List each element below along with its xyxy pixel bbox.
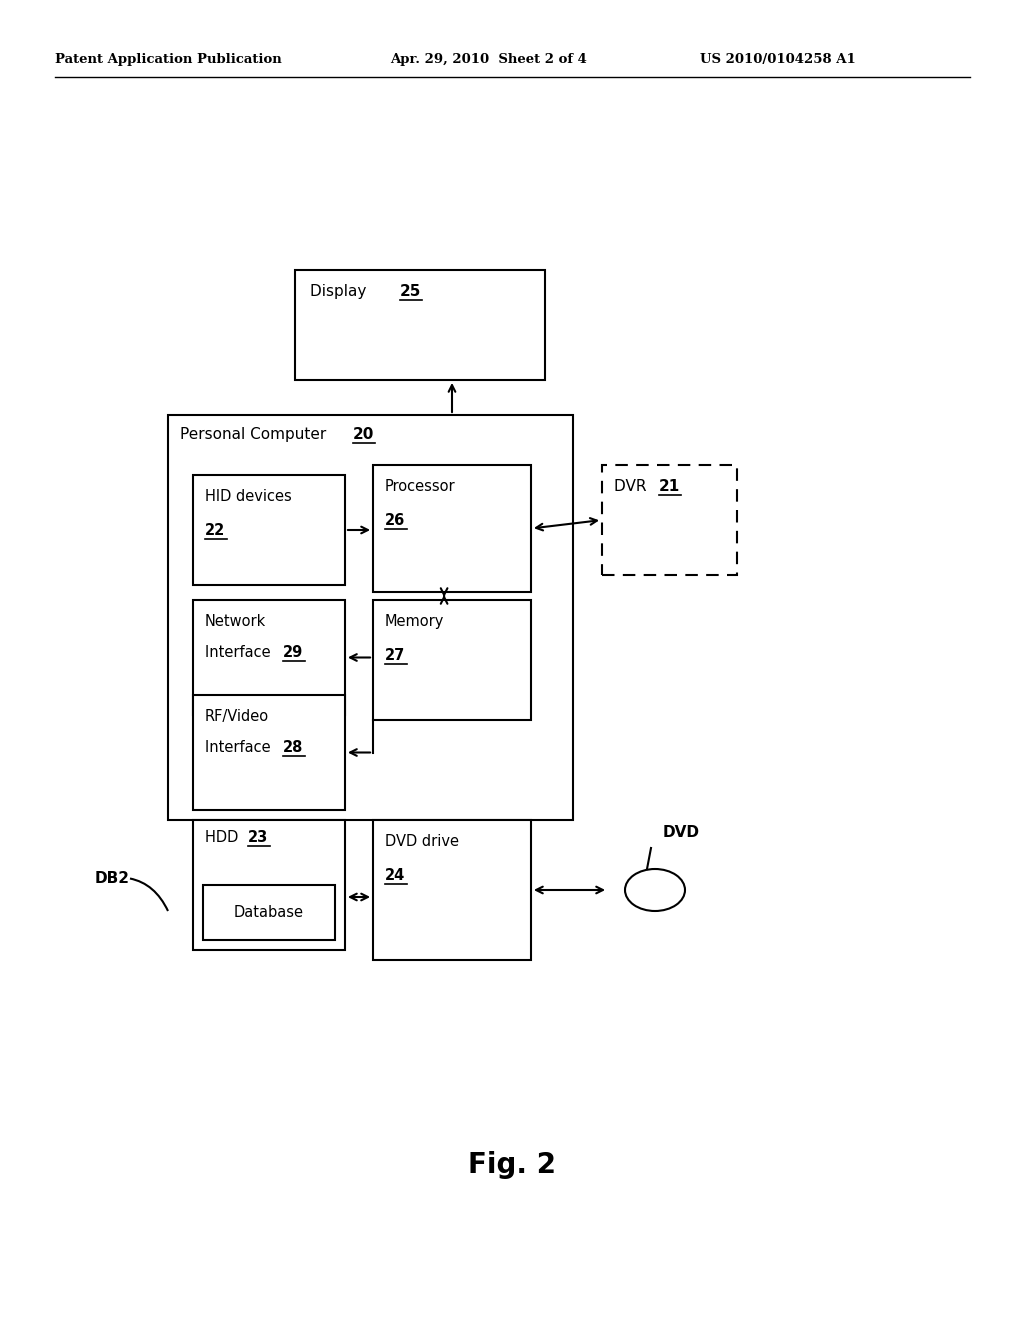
Bar [193,820,345,950]
Text: 20: 20 [353,426,375,442]
Text: HDD: HDD [205,830,248,845]
Text: DVD drive: DVD drive [385,834,459,849]
Bar [373,601,531,719]
Text: 24: 24 [385,869,406,883]
Text: 29: 29 [283,645,303,660]
Bar [373,465,531,591]
Ellipse shape [625,869,685,911]
Text: 27: 27 [385,648,406,663]
Bar [193,601,345,715]
Text: 21: 21 [659,479,680,494]
Bar [203,884,335,940]
Bar [193,475,345,585]
Text: 28: 28 [283,741,303,755]
Text: 25: 25 [400,284,421,300]
Text: Display: Display [310,284,376,300]
Text: DVD: DVD [663,825,700,840]
Text: Processor: Processor [385,479,456,494]
Text: 26: 26 [385,513,406,528]
Text: RF/Video: RF/Video [205,709,269,723]
Text: HID devices: HID devices [205,488,292,504]
Bar [168,414,573,820]
Text: Personal Computer: Personal Computer [180,426,336,442]
Text: 22: 22 [205,523,225,539]
Bar [295,271,545,380]
Text: Interface: Interface [205,741,280,755]
Text: Database: Database [234,906,304,920]
Text: Network: Network [205,614,266,630]
Text: 23: 23 [248,830,268,845]
Bar [602,465,737,576]
Text: Fig. 2: Fig. 2 [468,1151,556,1179]
Text: Memory: Memory [385,614,444,630]
Bar [373,820,531,960]
Text: Apr. 29, 2010  Sheet 2 of 4: Apr. 29, 2010 Sheet 2 of 4 [390,54,587,66]
Text: DB2: DB2 [95,871,130,886]
Text: Interface: Interface [205,645,280,660]
Text: US 2010/0104258 A1: US 2010/0104258 A1 [700,54,856,66]
Text: DVR: DVR [614,479,656,494]
Text: Patent Application Publication: Patent Application Publication [55,54,282,66]
Bar [193,696,345,810]
